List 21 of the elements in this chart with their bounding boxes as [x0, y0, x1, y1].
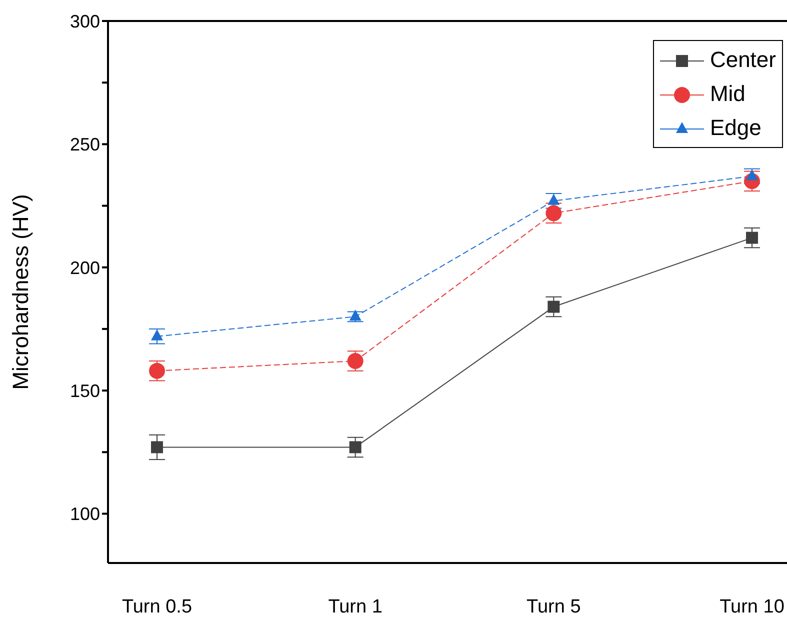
x-tick-label: Turn 5 [526, 596, 581, 618]
point [548, 300, 560, 313]
legend-label: Mid [710, 81, 746, 106]
point [746, 169, 758, 180]
point [151, 441, 163, 454]
point [151, 329, 163, 340]
x-tick-label: Turn 10 [720, 596, 784, 618]
x-tick-label: Turn 1 [328, 596, 382, 618]
point [349, 441, 362, 454]
y-tick-label: 200 [70, 258, 100, 278]
y-tick-label: 300 [70, 11, 100, 32]
x-tick-label: Turn 0.5 [122, 596, 192, 618]
point [349, 310, 362, 321]
legend-label: Center [710, 47, 776, 72]
point [548, 194, 560, 205]
point [746, 232, 758, 244]
legend-label: Edge [710, 115, 762, 140]
y-tick-label: 250 [70, 134, 100, 155]
y-tick-label: 100 [70, 504, 100, 524]
y-tick-label: 150 [70, 380, 100, 401]
y-axis-title: Microhardness (HV) [8, 194, 33, 390]
